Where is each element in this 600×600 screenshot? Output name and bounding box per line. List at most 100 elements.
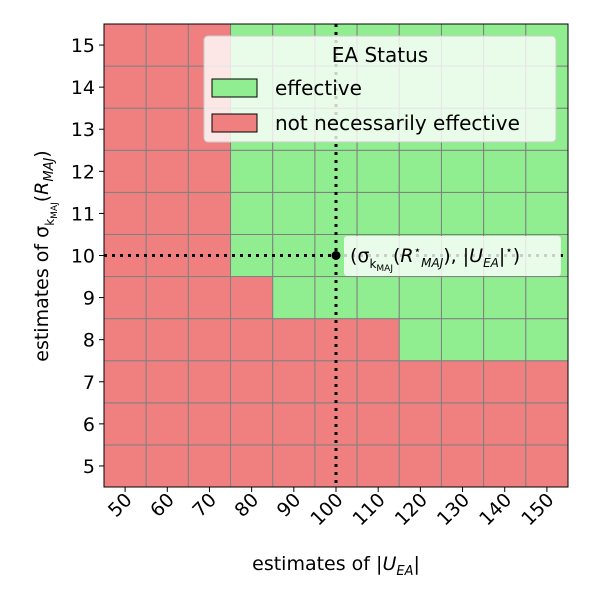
x-tick-label: 90 <box>273 489 306 522</box>
heatmap-cell <box>440 360 485 404</box>
y-tick-label: 11 <box>71 203 95 225</box>
y-tick-label: 9 <box>83 288 95 310</box>
heatmap-cell <box>272 233 316 278</box>
heatmap-cell <box>440 318 485 362</box>
heatmap-cell <box>525 402 569 446</box>
heatmap-cell <box>145 149 189 193</box>
heatmap-cell <box>230 149 274 193</box>
heatmap-cell <box>272 191 316 235</box>
reference-point-marker <box>331 251 341 260</box>
x-tick-label: 60 <box>146 489 179 522</box>
legend: EA Status effective not necessarily effe… <box>203 35 557 143</box>
heatmap-cell <box>525 276 569 320</box>
heatmap-cell <box>440 402 485 446</box>
heatmap-cell <box>440 444 485 488</box>
legend-swatch-effective <box>211 78 258 98</box>
legend-label-effective: effective <box>275 76 362 100</box>
heatmap-cell <box>103 276 147 320</box>
legend-title: EA Status <box>332 43 428 67</box>
heatmap-cell <box>272 402 316 446</box>
heatmap-cell <box>230 276 274 320</box>
x-tick-label: 80 <box>231 489 264 522</box>
x-tick-label: 100 <box>306 489 347 530</box>
heatmap-cell <box>272 276 316 320</box>
heatmap-cell <box>103 233 147 278</box>
heatmap-cell <box>187 191 232 235</box>
heatmap-cell <box>272 149 316 193</box>
y-tick-label: 8 <box>83 330 95 352</box>
heatmap-cell <box>103 23 147 67</box>
heatmap-cell <box>187 360 232 404</box>
heatmap-cell <box>440 276 485 320</box>
x-axis-ticks: 50 60 70 80 90 100 110 120 130 140 150 <box>104 487 558 530</box>
heatmap-cell <box>103 65 147 109</box>
y-tick-label: 7 <box>83 372 95 394</box>
heatmap-cell <box>230 402 274 446</box>
heatmap-cell <box>187 276 232 320</box>
y-tick-label: 10 <box>71 246 95 268</box>
heatmap-cell <box>145 23 189 67</box>
heatmap-cell <box>440 149 485 193</box>
heatmap-cell <box>398 318 442 362</box>
heatmap-cell <box>314 360 358 404</box>
heatmap-cell <box>145 276 189 320</box>
heatmap-cell <box>483 402 527 446</box>
heatmap-cell <box>356 276 400 320</box>
heatmap-cell <box>145 360 189 404</box>
heatmap-cell <box>103 107 147 151</box>
heatmap-cell <box>356 191 400 235</box>
heatmap-cell <box>525 318 569 362</box>
x-tick-label: 150 <box>517 489 558 530</box>
heatmap-cell <box>314 402 358 446</box>
legend-swatch-not-effective <box>211 113 258 133</box>
y-axis-ticks: 5 6 7 8 9 10 11 12 13 14 15 <box>71 35 104 478</box>
x-tick-label: 120 <box>391 489 432 530</box>
x-axis-label: estimates of |UEA| <box>252 553 420 579</box>
heatmap-cell <box>483 318 527 362</box>
heatmap-cell <box>187 149 232 193</box>
heatmap-cell <box>230 318 274 362</box>
y-tick-label: 14 <box>71 77 95 99</box>
heatmap-cell <box>483 191 527 235</box>
heatmap-cell <box>272 318 316 362</box>
annotation-box <box>344 236 561 276</box>
heatmap-cell <box>398 276 442 320</box>
reference-point-group: (σkMAJ(R⋆MAJ), |UEA|⋆) <box>331 236 561 276</box>
heatmap-cell <box>398 402 442 446</box>
heatmap-cell <box>145 107 189 151</box>
heatmap-cell <box>483 360 527 404</box>
heatmap-cell <box>103 360 147 404</box>
legend-label-not-effective: not necessarily effective <box>275 111 520 135</box>
heatmap-cell <box>483 149 527 193</box>
heatmap-cell <box>103 149 147 193</box>
heatmap-cell <box>483 444 527 488</box>
heatmap-cell <box>314 191 358 235</box>
heatmap-cell <box>145 318 189 362</box>
heatmap-cell <box>356 149 400 193</box>
heatmap-cell <box>103 318 147 362</box>
heatmap-cell <box>525 191 569 235</box>
heatmap-cell <box>230 191 274 235</box>
y-tick-label: 6 <box>83 414 95 436</box>
x-tick-label: 70 <box>188 489 221 522</box>
x-tick-label: 140 <box>475 489 516 530</box>
heatmap-cell <box>272 444 316 488</box>
heatmap-cell <box>145 191 189 235</box>
heatmap-cell <box>440 191 485 235</box>
legend-box <box>203 35 557 143</box>
reference-point-label: (σkMAJ(R⋆MAJ), |UEA|⋆) <box>350 243 520 274</box>
y-tick-label: 12 <box>71 161 95 183</box>
y-tick-label: 13 <box>71 119 95 141</box>
y-tick-label: 5 <box>83 456 95 478</box>
heatmap-cell <box>525 149 569 193</box>
heatmap-cell <box>398 444 442 488</box>
heatmap-cell <box>103 444 147 488</box>
heatmap-cell <box>145 65 189 109</box>
heatmap-cell <box>187 444 232 488</box>
heatmap-cell <box>356 444 400 488</box>
heatmap-cell <box>187 318 232 362</box>
heatmap-cell <box>356 402 400 446</box>
heatmap-cell <box>103 191 147 235</box>
x-tick-label: 110 <box>349 489 390 530</box>
heatmap-cell <box>483 276 527 320</box>
